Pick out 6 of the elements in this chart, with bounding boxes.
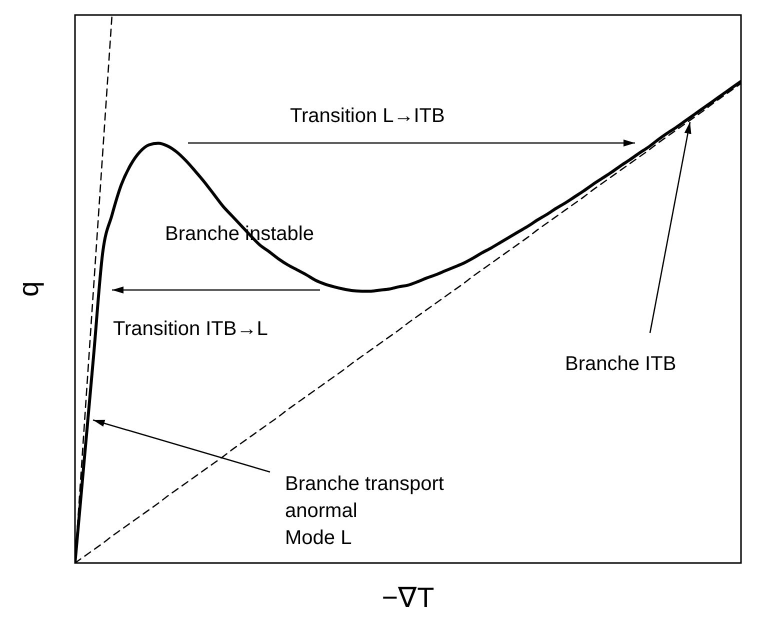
annotation: Transition ITB→L bbox=[113, 318, 268, 340]
annotation: Transition L→ITB bbox=[290, 105, 445, 127]
y-axis-title: q bbox=[13, 281, 44, 297]
x-axis-title: −∇T bbox=[382, 582, 434, 613]
annotation: Branche transport anormal Mode L bbox=[285, 473, 444, 549]
annotation: Branche ITB bbox=[565, 353, 676, 375]
